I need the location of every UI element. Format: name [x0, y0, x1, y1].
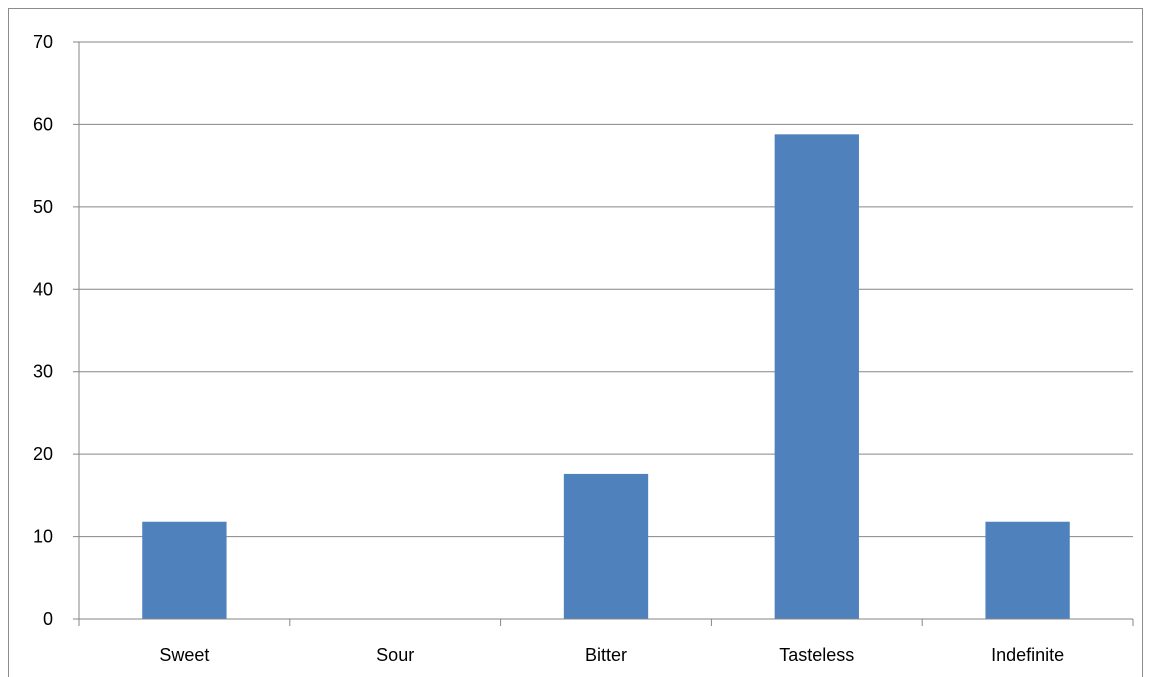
x-tick-label: Sour: [376, 645, 414, 665]
x-tick-label: Indefinite: [991, 645, 1064, 665]
x-tick-label: Sweet: [159, 645, 209, 665]
y-tick-label: 30: [33, 362, 53, 382]
y-tick-label: 50: [33, 197, 53, 217]
y-tick-label: 60: [33, 114, 53, 134]
gridlines: [73, 41, 1133, 538]
tick-labels: 0 10 20 30 40 50 60 70 Sweet Sour Bitter Tasteless I…: [33, 32, 1064, 665]
bars: [142, 134, 1070, 619]
bar-bitter: [563, 473, 649, 619]
bar-tasteless: [774, 134, 859, 619]
y-tick-label: 20: [33, 444, 53, 464]
y-tick-label: 0: [43, 609, 53, 629]
x-tick-label: Tasteless: [779, 645, 854, 665]
axes: [73, 42, 1134, 626]
bar-indefinite: [985, 521, 1070, 619]
bar-sweet: [142, 521, 227, 619]
x-tick-label: Bitter: [585, 645, 627, 665]
y-tick-label: 70: [33, 32, 53, 52]
y-tick-label: 40: [33, 279, 53, 299]
y-tick-label: 10: [33, 527, 53, 547]
